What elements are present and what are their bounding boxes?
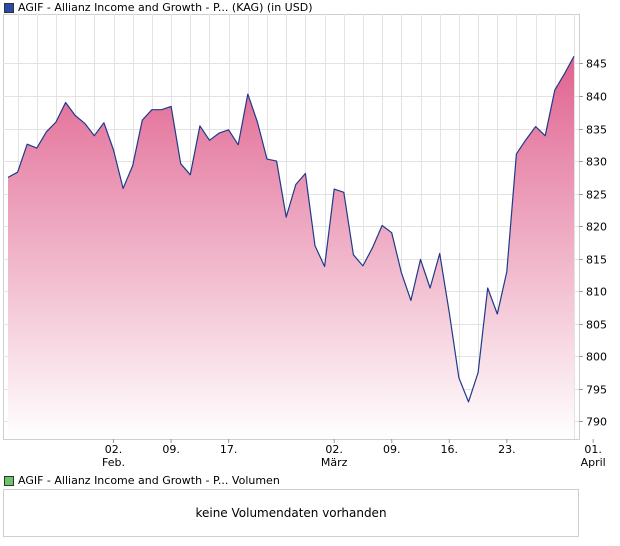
x-tick-label: 01. xyxy=(584,443,602,456)
x-tick-label: 09. xyxy=(162,443,180,456)
volume-legend: AGIF - Allianz Income and Growth - P... … xyxy=(4,474,280,487)
price-legend-label: AGIF - Allianz Income and Growth - P... … xyxy=(18,1,313,14)
y-tick-label: 815 xyxy=(586,254,607,267)
volume-chart: keine Volumendaten vorhanden xyxy=(3,489,579,537)
y-tick-label: 820 xyxy=(586,221,607,234)
y-tick-label: 800 xyxy=(586,351,607,364)
price-area xyxy=(8,56,574,440)
x-tick-label: 09. xyxy=(383,443,401,456)
y-tick-label: 790 xyxy=(586,416,607,429)
y-tick-label: 825 xyxy=(586,189,607,202)
y-tick-label: 835 xyxy=(586,124,607,137)
volume-empty-message: keine Volumendaten vorhanden xyxy=(195,506,387,520)
y-tick-label: 845 xyxy=(586,58,607,71)
x-tick-label: 23. xyxy=(498,443,516,456)
price-legend-swatch xyxy=(4,2,14,13)
x-tick-label: 02. xyxy=(105,443,123,456)
volume-legend-swatch xyxy=(4,475,14,486)
y-tick-label: 805 xyxy=(586,319,607,332)
volume-legend-label: AGIF - Allianz Income and Growth - P... … xyxy=(18,474,280,487)
x-tick-month-label: März xyxy=(321,456,348,469)
price-line xyxy=(7,56,575,403)
x-tick-label: 17. xyxy=(220,443,238,456)
y-tick-label: 810 xyxy=(586,286,607,299)
x-tick-month-label: April xyxy=(581,456,606,469)
price-legend: AGIF - Allianz Income and Growth - P... … xyxy=(4,1,312,14)
x-tick-month-label: Feb. xyxy=(102,456,125,469)
y-tick-label: 830 xyxy=(586,156,607,169)
y-tick-label: 795 xyxy=(586,384,607,397)
x-tick-label: 02. xyxy=(325,443,343,456)
y-tick-label: 840 xyxy=(586,91,607,104)
x-tick-label: 16. xyxy=(441,443,459,456)
y-axis: 790 795 800 805 810 815 820 825 830 835 840 845 xyxy=(579,58,607,429)
price-chart: 790 795 800 805 810 815 820 825 830 835 840 845 02.… xyxy=(3,14,607,469)
